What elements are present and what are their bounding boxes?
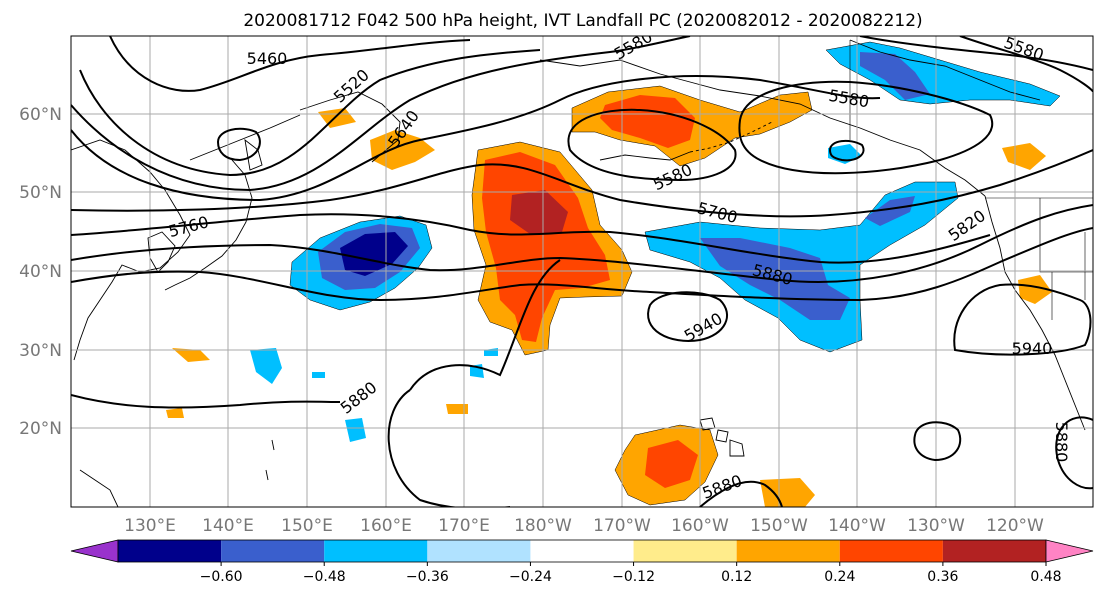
colorbar-tick-label: 0.48 — [1030, 569, 1061, 585]
colorbar-tick-label: −0.48 — [303, 569, 346, 585]
lon-label: 120°W — [986, 516, 1044, 536]
colorbar-tick-label: −0.36 — [406, 569, 449, 585]
lon-label: 130°W — [907, 516, 965, 536]
contour-5880 — [71, 227, 1093, 302]
contour-5880 — [1055, 416, 1093, 490]
lon-label: 130°E — [124, 516, 176, 536]
colorbar-segment — [221, 540, 325, 562]
colorbar-segment — [530, 540, 634, 562]
lon-label: 160°E — [360, 516, 412, 536]
lon-label: 170°W — [593, 516, 651, 536]
lat-label: 50°N — [19, 183, 62, 203]
contour-5580 — [71, 36, 691, 192]
negative-ivt-max — [340, 232, 408, 276]
positive-ivt-max — [510, 190, 568, 234]
colorbar-segment — [633, 540, 737, 562]
lat-label: 20°N — [19, 419, 62, 439]
colorbar-tick-label: −0.60 — [200, 569, 243, 585]
colorbar-segment — [839, 540, 943, 562]
colorbar-tick-labels: −0.60 −0.48 −0.36 −0.24 −0.12 0.12 0.24 0.36 0.4… — [200, 562, 1062, 585]
contour-5940 — [913, 421, 962, 462]
contour-5640 — [828, 139, 865, 162]
lat-label: 60°N — [19, 105, 62, 125]
lon-label: 150°W — [750, 516, 808, 536]
colorbar-segment — [942, 540, 1046, 562]
lon-label: 140°W — [828, 516, 886, 536]
colorbar: −0.60 −0.48 −0.36 −0.24 −0.12 0.12 0.24 0.36 0.4… — [70, 539, 1094, 585]
contour-5520 — [859, 36, 1093, 71]
contour-5880 — [71, 394, 341, 409]
contour-5640 — [71, 75, 881, 202]
coastlines — [71, 39, 1086, 507]
contour-5880 — [409, 259, 561, 391]
colorbar-segment — [427, 540, 531, 562]
colorbar-tick-label: −0.24 — [509, 569, 552, 585]
longitude-labels: 130°E 140°E 150°E 160°E 170°E 180°W 170°… — [124, 516, 1044, 536]
positive-ivt-core — [645, 440, 698, 488]
lat-label: 30°N — [19, 341, 62, 361]
contour-5940 — [953, 283, 1092, 356]
negative-ivt-region — [250, 348, 282, 384]
positive-ivt-region — [318, 108, 356, 128]
negative-ivt-core — [865, 196, 915, 226]
colorbar-tick-label: 0.36 — [927, 569, 958, 585]
positive-ivt-region — [1018, 275, 1052, 304]
positive-ivt-core — [600, 95, 695, 148]
contour-5580 — [567, 108, 737, 182]
lon-label: 170°E — [438, 516, 490, 536]
contour-5460 — [109, 36, 471, 92]
contour-label: 5460 — [247, 49, 288, 68]
colorbar-tick-label: 0.12 — [721, 569, 752, 585]
graticule — [71, 36, 1093, 507]
contour-5820 — [71, 204, 1093, 283]
latitude-labels: 60°N 50°N 40°N 30°N 20°N — [19, 105, 62, 439]
contour-5460 — [216, 127, 261, 162]
contour-5880 — [387, 389, 510, 507]
colorbar-segment — [324, 540, 428, 562]
map-frame — [70, 35, 1094, 508]
lat-label: 40°N — [19, 262, 62, 282]
colorbar-right-extension — [1045, 539, 1094, 563]
lon-label: 180°W — [514, 516, 572, 536]
positive-ivt-region — [1002, 143, 1046, 170]
contour-5880 — [699, 480, 783, 507]
colorbar-tick-label: 0.24 — [824, 569, 855, 585]
contour-5580 — [959, 36, 1093, 93]
lon-label: 150°E — [281, 516, 333, 536]
negative-ivt-core — [860, 52, 930, 100]
colorbar-segment — [118, 540, 222, 562]
contour-5520 — [79, 49, 541, 177]
contour-5700 — [71, 149, 1093, 218]
positive-ivt-region — [166, 408, 184, 418]
colorbar-left-extension — [70, 539, 119, 563]
height-contours — [71, 36, 1093, 507]
contour-5940 — [647, 291, 729, 342]
colorbar-segments — [117, 539, 1047, 563]
lon-label: 140°E — [202, 516, 254, 536]
negative-ivt-region — [312, 372, 325, 378]
negative-ivt-region — [345, 418, 366, 442]
contour-5760 — [71, 213, 991, 264]
contour-label: 5940 — [1012, 339, 1053, 358]
colorbar-tick-label: −0.12 — [612, 569, 655, 585]
lon-label: 160°W — [671, 516, 729, 536]
positive-ivt-region — [760, 478, 815, 507]
contour-5580 — [738, 80, 993, 175]
political-borders — [849, 40, 1093, 320]
contour-label: 5880 — [1052, 422, 1071, 463]
positive-ivt-region — [446, 404, 468, 414]
colorbar-segment — [736, 540, 840, 562]
positive-ivt-region — [172, 348, 210, 362]
map-title: 2020081712 F042 500 hPa height, IVT Land… — [243, 11, 922, 31]
